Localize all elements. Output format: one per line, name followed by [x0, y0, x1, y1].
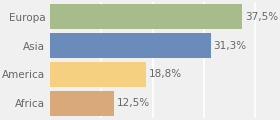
Text: 12,5%: 12,5% — [117, 98, 150, 108]
Text: 18,8%: 18,8% — [149, 69, 182, 79]
Bar — [50, 4, 242, 29]
Bar — [50, 91, 114, 116]
Bar — [50, 33, 211, 58]
Text: 37,5%: 37,5% — [245, 12, 278, 22]
Text: 31,3%: 31,3% — [213, 41, 246, 51]
Bar — [50, 62, 146, 87]
